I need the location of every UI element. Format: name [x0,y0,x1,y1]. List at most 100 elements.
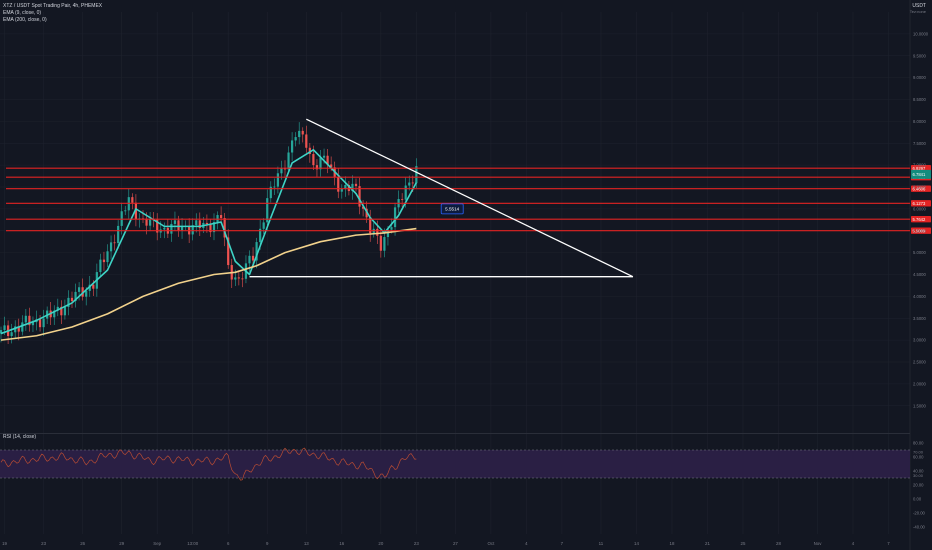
candle-body [205,222,208,225]
x-tick-label: 28 [776,541,781,546]
candle-body [216,215,219,223]
candle-body [322,155,326,158]
rsi-axis[interactable]: 80.00 60.00 40.00 20.00 0.00 -20.00 -40.00 70.0… [913,441,926,530]
rsi-tick-label: -20.00 [913,511,926,516]
candle-body [28,315,31,326]
x-tick-label: 13:00 [187,541,199,546]
candle-body [298,130,301,138]
level-tag [911,227,931,234]
candle-body [248,255,251,264]
candle-body [308,147,311,155]
candle-body [212,222,216,233]
candles [0,122,418,345]
price-annotation: 5.5514 [440,203,464,215]
x-tick-label: 13 [304,541,309,546]
candle-body [269,186,272,199]
candle-body [10,332,13,337]
candle-body [280,167,283,174]
candle-body [401,198,404,200]
candle-body [117,225,120,244]
candle-body [312,154,315,166]
candle-body [241,278,244,280]
candle-body [0,330,3,334]
ema-slow-label[interactable]: EMA (200, close, 0) [3,17,47,23]
currency-label[interactable]: USDT Tez:none [910,3,926,15]
x-tick-label: 6 [227,541,230,546]
symbol-title[interactable]: XTZ / USDT Spot Trading Pair, 4h, PHEMEX [3,3,103,9]
candle-body [88,284,91,291]
candle-body [408,182,411,186]
x-tick-label: 7 [561,541,564,546]
ema-fast-label[interactable]: EMA (9, close, 0) [3,10,42,16]
candle-body [415,166,418,184]
candle-body [354,183,358,187]
candle-body [198,220,201,229]
candle-body [42,318,45,328]
candle-body [220,215,223,219]
candle-body [376,228,379,236]
candle-body [53,310,56,318]
rsi-title[interactable]: RSI (14, close) [3,434,37,440]
x-tick-label: 18 [670,541,675,546]
time-axis[interactable]: 19 23 26 29 Sep 13:00 6 9 13 16 20 23 27 Oct 4 7 11 14 18 2… [2,541,890,546]
candle-body [163,227,166,230]
ema-9-path [0,149,418,335]
level-tag [911,215,931,223]
x-tick-label: 4 [852,541,855,546]
price-axis[interactable]: 10.0000 9.5000 9.0000 8.5000 8.0000 7.5000 7.0… [913,31,929,408]
x-tick-label: 4 [525,541,528,546]
candle-body [170,223,173,234]
current-price-tag [911,169,931,179]
candle-body [234,277,237,280]
x-tick-label: 14 [634,541,639,546]
candle-body [237,277,240,279]
candle-body [191,225,194,235]
level-tag-label: 6.9297 [913,166,926,171]
candle-body [319,157,322,170]
candle-body [24,315,27,323]
level-tag-label: 6.4606 [913,186,926,191]
candle-body [99,259,102,273]
y-tick-label: 4.0000 [913,294,926,299]
candle-body [411,182,414,184]
candle-body [74,291,77,302]
candle-body [78,287,81,292]
candle-body [273,186,276,188]
candle-body [124,210,127,212]
y-tick-label: 7.5000 [913,141,926,146]
candle-body [330,164,333,168]
y-tick-label: 8.0000 [913,119,926,124]
candle-body [106,251,109,263]
rsi-tick-label: 20.00 [913,483,924,488]
candle-body [379,235,382,251]
rsi-band-label: 70.00 [913,450,924,455]
level-tag [911,200,931,207]
x-tick-label: 23 [414,541,419,546]
candle-body [21,322,24,332]
candle-body [326,155,329,165]
candle-body [301,130,304,135]
y-tick-label: 5.5000 [913,228,926,233]
level-tag [911,185,931,192]
candle-body [173,220,177,224]
x-tick-label: 26 [80,541,85,546]
candle-body [131,197,134,203]
x-tick-label: 7 [887,541,890,546]
x-tick-label: 19 [2,541,7,546]
x-tick-label: 23 [41,541,46,546]
candle-body [70,297,74,302]
trendlines [249,118,634,278]
rsi-pane [0,447,417,481]
annotation-box [440,203,464,215]
rsi-band-label: 30.00 [913,473,924,478]
candle-body [134,202,137,220]
y-tick-label: 6.5000 [913,185,926,190]
candle-body [149,219,152,226]
x-tick-label: 25 [741,541,746,546]
candle-body [262,222,265,229]
candle-body [259,228,262,243]
level-tag [911,165,931,172]
candle-body [177,220,180,231]
y-tick-label: 2.5000 [913,360,926,365]
